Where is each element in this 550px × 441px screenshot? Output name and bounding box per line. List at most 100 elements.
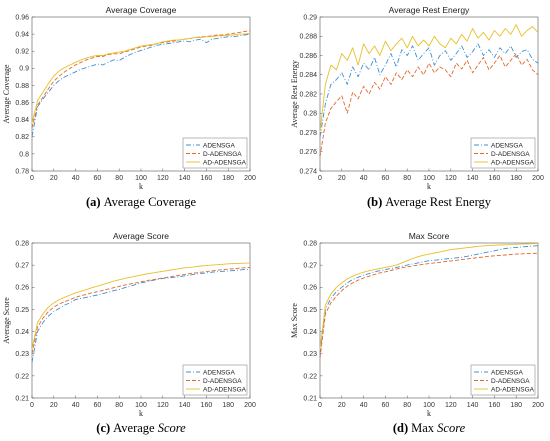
x-tick-label: 140 [179,402,191,409]
x-tick-label: 120 [445,175,457,182]
y-tick-label: 0.82 [15,134,29,141]
x-tick-label: 120 [157,402,169,409]
series-line-d-adensga [31,266,251,354]
x-tick-label: 180 [222,175,234,182]
x-tick-label: 0 [318,175,322,182]
x-axis-label: k [427,409,431,418]
y-tick-label: 0.27 [15,263,29,270]
y-tick-label: 0.78 [15,168,29,175]
y-axis-label: Average Score [2,297,11,344]
x-tick-label: 40 [360,402,368,409]
x-tick-label: 20 [338,175,346,182]
series-line-ad-adensga [31,262,251,350]
legend-entry: ADENSGA [491,369,523,376]
series-line-adensga [31,269,250,363]
x-tick-label: 160 [489,402,501,409]
chart-panel-3: Average Score 0 20 40 60 80 100 120 140 160 180 200… [2,231,256,418]
x-tick-label: 100 [423,402,435,409]
y-tick-label: 0.96 [15,14,29,21]
x-tick-label: 200 [532,402,544,409]
y-tick-label: 0.21 [303,395,317,402]
series-line-ad-adensga [319,24,539,133]
x-tick-label: 160 [201,402,213,409]
x-axis-label: k [139,182,143,191]
series-line-d-adensga [31,30,251,129]
legend-entry: ADENSGA [203,142,235,149]
x-axis-label: k [139,409,143,418]
legend-entry: ADENSGA [203,369,235,376]
y-tick-label: 0.86 [15,100,29,107]
y-tick-label: 0.278 [299,130,317,137]
y-tick-label: 0.21 [15,395,29,402]
y-tick-label: 0.29 [303,14,317,21]
caption-letter: (c) [96,421,110,435]
x-axis-label: k [427,182,431,191]
x-tick-label: 180 [222,402,234,409]
legend-entry: D-ADENSGA [203,151,242,158]
caption-letter: (b) [367,195,382,209]
x-tick-label: 40 [72,402,80,409]
x-tick-label: 160 [489,175,501,182]
x-tick-label: 0 [318,402,322,409]
y-tick-label: 0.27 [303,263,317,270]
y-tick-label: 0.282 [299,91,317,98]
x-tick-label: 140 [179,175,191,182]
figure-caption: (b) Average Rest Energy [367,195,492,209]
y-tick-label: 0.284 [299,72,317,79]
x-tick-label: 60 [382,402,390,409]
y-tick-label: 0.28 [303,111,317,118]
x-tick-label: 20 [50,175,58,182]
x-tick-label: 200 [244,402,256,409]
series-line-ad-adensga [319,242,539,350]
legend-entry: AD-ADENSGA [491,386,535,393]
y-tick-label: 0.88 [15,83,29,90]
caption-text: Average Rest Energy [385,195,491,209]
x-tick-label: 120 [445,402,457,409]
chart-panel-1: Average Coverage 0 20 40 60 80 100 120 140 160 180… [2,5,256,191]
x-tick-label: 100 [423,175,435,182]
x-tick-label: 20 [50,402,58,409]
chart-title: Average Coverage [106,5,177,15]
legend-box [470,137,536,169]
y-tick-label: 0.22 [15,373,29,380]
legend-entry: D-ADENSGA [491,151,530,158]
y-axis-label: Max Score [290,303,299,338]
x-tick-label: 180 [510,175,522,182]
legend-box [470,364,536,396]
y-tick-label: 0.288 [299,34,317,41]
x-tick-label: 60 [94,402,102,409]
y-tick-label: 0.25 [15,307,29,314]
series-line-d-adensga [319,252,539,359]
x-tick-label: 40 [360,175,368,182]
legend-entry: ADENSGA [491,142,523,149]
y-tick-label: 0.26 [15,285,29,292]
legend-box [182,137,248,169]
chart-title: Average Score [113,231,169,241]
x-tick-label: 80 [115,402,123,409]
y-tick-label: 0.94 [15,32,29,39]
y-tick-label: 0.24 [15,329,29,336]
legend-entry: D-ADENSGA [491,378,530,385]
figure-caption: (c) Average Score [96,421,186,435]
chart-panel-2: Average Rest Energy 0 20 40 60 80 100 120 140 160… [290,5,544,191]
x-tick-label: 0 [30,402,34,409]
x-tick-label: 200 [532,175,544,182]
legend-entry: D-ADENSGA [203,378,242,385]
x-tick-label: 80 [403,175,411,182]
y-tick-label: 0.23 [303,351,317,358]
x-tick-label: 160 [201,175,213,182]
legend-entry: AD-ADENSGA [203,159,247,166]
x-tick-label: 100 [135,175,147,182]
y-tick-label: 0.9 [19,66,29,73]
y-axis-label: Average Coverage [2,64,11,124]
caption-emphasis: Score [158,421,186,435]
series-line-adensga [319,43,539,138]
y-tick-label: 0.22 [303,373,317,380]
figure-caption: (d) Max Score [393,421,466,435]
caption-emphasis: Score [437,421,465,435]
x-tick-label: 180 [510,402,522,409]
x-tick-label: 20 [338,402,346,409]
y-tick-label: 0.84 [15,117,29,124]
